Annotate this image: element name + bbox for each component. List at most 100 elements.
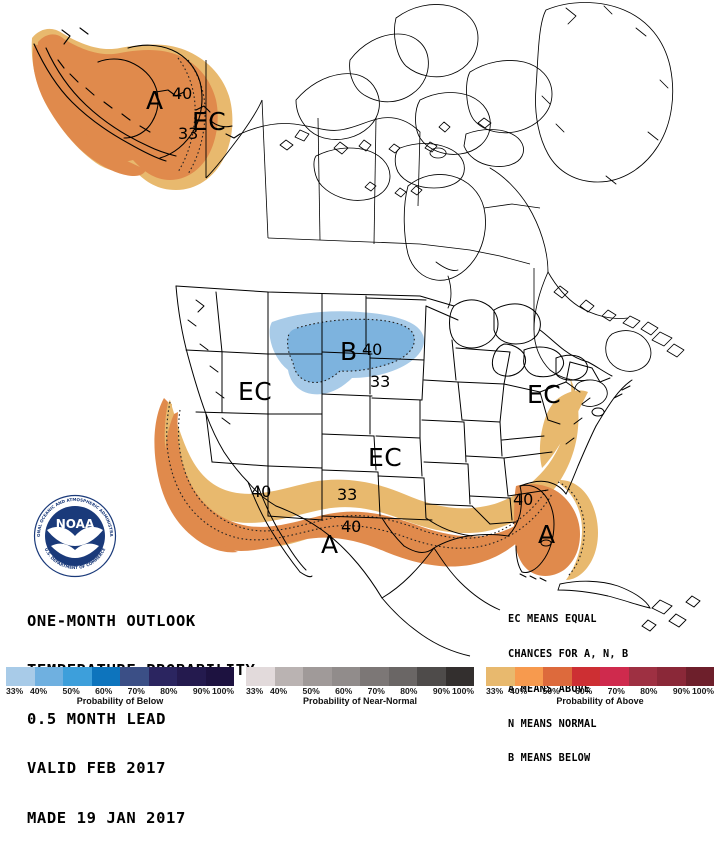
legend-swatch	[177, 667, 206, 686]
legend-tick-label: 70%	[607, 686, 625, 696]
above-33-southeast	[560, 480, 598, 580]
legend-above: 33% 40% 50% 60% 70% 80% 90% 100% Probability of …	[486, 667, 714, 707]
noaa-logo: NOAA NATIONAL OCEANIC AND ATMOSPHERIC AD…	[33, 494, 117, 578]
legend-tick-label: 50%	[302, 686, 320, 696]
legend-tick-label: 60%	[95, 686, 113, 696]
above-40-west-strip	[154, 398, 238, 553]
above-33-eastcoast	[539, 390, 588, 468]
legend-tick-label: 50%	[62, 686, 80, 696]
legend-swatch	[486, 667, 515, 686]
caribbean-coastlines	[557, 580, 701, 632]
legend-swatch	[600, 667, 629, 686]
alaska-contour-40: 40	[172, 84, 193, 103]
above-normal-shading	[154, 378, 598, 580]
legend-caption-above: Probability of Above	[556, 696, 644, 706]
alaska-above-label: A	[146, 86, 164, 115]
northern-plains-contour-33: 33	[370, 372, 391, 391]
legend-tick-label: 90%	[192, 686, 211, 696]
legend-swatch	[388, 667, 417, 686]
noaa-logo-acronym: NOAA	[56, 517, 95, 531]
legend-tick-label: 33%	[246, 686, 264, 696]
ec-note-line-3: A MEANS ABOVE	[508, 683, 591, 695]
above-33-band	[165, 378, 579, 534]
ec-note-line-1: EC MEANS EQUAL	[508, 614, 597, 626]
ec-note-line-5: B MEANS BELOW	[508, 753, 591, 765]
northwest-ec-label: EC	[238, 377, 273, 406]
northeast-ec-label: EC	[527, 380, 562, 409]
legend-swatch	[331, 667, 360, 686]
legend-swatches-below	[6, 667, 234, 686]
legend-swatch	[205, 667, 234, 686]
above-contour-40-south	[178, 409, 547, 539]
title-line-lead: 0.5 MONTH LEAD	[27, 710, 167, 729]
legend-tick-label: 80%	[160, 686, 178, 696]
legend-caption-below: Probability of Below	[76, 696, 164, 706]
legend-tick-label: 70%	[127, 686, 145, 696]
legend-swatch	[303, 667, 332, 686]
south-contour-40: 40	[341, 517, 362, 536]
outlook-title-block: ONE-MONTH OUTLOOK TEMPERATURE PROBABILIT…	[27, 580, 255, 859]
above-40-band	[165, 412, 552, 567]
usa-coastline-and-borders	[175, 285, 633, 599]
legend-tick-label: 33%	[486, 686, 504, 696]
legend-swatch	[445, 667, 474, 686]
legend-ticks-above: 33% 40% 50% 60% 70% 80% 90% 100%	[486, 686, 714, 697]
legend-swatch	[246, 667, 275, 686]
legend-swatches-above	[486, 667, 714, 686]
legend-swatch	[628, 667, 657, 686]
above-40-southeast	[514, 484, 580, 576]
legend-swatch	[91, 667, 120, 686]
legend-swatch	[571, 667, 600, 686]
legend-swatches-near-normal	[246, 667, 474, 686]
legend-swatch	[34, 667, 63, 686]
legend-swatch	[63, 667, 92, 686]
southeast-contour-40: 40	[513, 490, 534, 509]
legend-tick-label: 100%	[692, 686, 714, 696]
legend-tick-label: 70%	[367, 686, 385, 696]
legend-tick-label: 90%	[432, 686, 451, 696]
southwest-above-label: A	[321, 530, 339, 559]
central-america-coastlines	[381, 547, 501, 657]
legend-swatch	[360, 667, 389, 686]
canada-arctic-coastlines	[239, 2, 685, 407]
legend-swatch	[657, 667, 686, 686]
legend-tick-label: 40%	[29, 686, 48, 696]
legend-ticks-near-normal: 33% 40% 50% 60% 70% 80% 90% 100%	[246, 686, 474, 697]
title-line-outlook: ONE-MONTH OUTLOOK	[27, 611, 196, 630]
legend-tick-label: 33%	[6, 686, 24, 696]
legend-swatch	[120, 667, 149, 686]
legend-tick-label: 80%	[640, 686, 658, 696]
legend-tick-label: 40%	[269, 686, 288, 696]
northern-plains-below-label: B	[340, 337, 358, 366]
canada-provincial-borders	[261, 99, 541, 330]
ec-note-line-2: CHANCES FOR A, N, B	[508, 648, 629, 660]
legend-tick-label: 80%	[400, 686, 418, 696]
title-line-made: MADE 19 JAN 2017	[27, 808, 186, 827]
above-contour-33-south	[166, 401, 553, 549]
legend-ticks-below: 33% 40% 50% 60% 70% 80% 90% 100%	[6, 686, 234, 697]
legend-swatch	[6, 667, 35, 686]
below-contour-33-line	[287, 333, 341, 384]
legend-swatch	[685, 667, 714, 686]
legend-tick-label: 90%	[672, 686, 691, 696]
aleutian-above-40-band	[32, 44, 147, 176]
legend-tick-label: 100%	[452, 686, 474, 696]
legend-swatch	[514, 667, 543, 686]
southwest-contour-40: 40	[251, 482, 272, 501]
ec-note-line-4: N MEANS NORMAL	[508, 718, 597, 730]
legend-below: 33% 40% 50% 60% 70% 80% 90% 100% Probability of …	[6, 667, 234, 707]
legend-tick-label: 100%	[212, 686, 234, 696]
alaska-contour-40-line	[177, 57, 196, 173]
legend-swatch	[543, 667, 572, 686]
northern-plains-contour-40: 40	[362, 340, 383, 359]
alaska-ec-label: EC	[192, 107, 227, 136]
legend-tick-label: 50%	[542, 686, 560, 696]
legend-tick-label: 60%	[335, 686, 353, 696]
legend-caption-near-normal: Probability of Near-Normal	[302, 696, 418, 706]
alaska-above-shading	[31, 28, 233, 190]
legend-near-normal: 33% 40% 50% 60% 70% 80% 90% 100% Probability of …	[246, 667, 474, 707]
legend-swatch	[417, 667, 446, 686]
alaska-canada-border	[205, 60, 263, 179]
alaska-contour-33: 33	[178, 124, 199, 143]
